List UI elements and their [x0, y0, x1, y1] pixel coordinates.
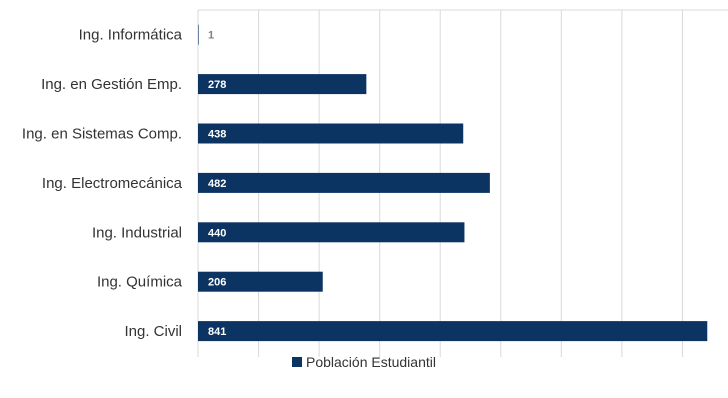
bar: [198, 321, 708, 342]
bar: [198, 222, 465, 243]
data-label: 841: [208, 326, 226, 338]
category-label: Ing. en Gestión Emp.: [41, 76, 182, 93]
data-label: 438: [208, 129, 226, 141]
data-label: 278: [208, 79, 226, 91]
bar: [198, 74, 367, 95]
legend-label: Población Estudiantil: [306, 354, 436, 370]
category-label: Ing. Informática: [79, 27, 183, 44]
category-label: Ing. Química: [97, 274, 183, 291]
bar: [198, 24, 199, 45]
bar: [198, 271, 323, 292]
bar: [198, 123, 464, 144]
data-label: 1: [208, 30, 214, 42]
category-label: Ing. Civil: [124, 323, 182, 340]
category-label: Ing. Electromecánica: [42, 175, 183, 192]
data-label: 482: [208, 178, 226, 190]
bar: [198, 172, 490, 193]
data-label: 440: [208, 227, 226, 239]
legend-swatch: [292, 357, 302, 367]
legend: Población Estudiantil: [0, 354, 728, 370]
category-label: Ing. en Sistemas Comp.: [22, 126, 182, 143]
data-label: 206: [208, 277, 226, 289]
category-label: Ing. Industrial: [92, 224, 182, 241]
